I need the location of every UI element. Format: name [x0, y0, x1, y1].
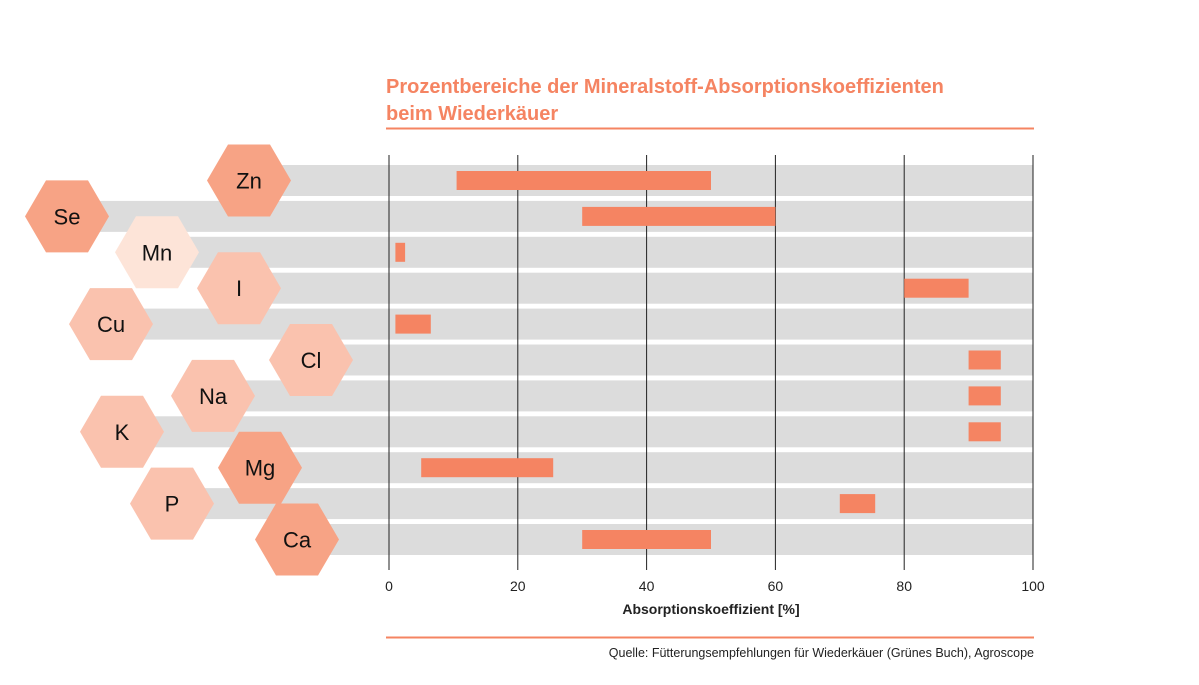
hexagon-shape — [269, 324, 353, 396]
hex-zn: Zn — [207, 144, 291, 217]
range-bar-ca — [582, 530, 711, 549]
element-hexagons: Zn Se Mn I Cu Cl Na K Mg P Ca — [25, 144, 353, 576]
range-bar-mg — [421, 458, 554, 478]
category-label: Mn — [142, 240, 173, 265]
range-bar-cu — [395, 314, 431, 334]
chart-title-line-1: Prozentbereiche der Mineralstoff-Absorpt… — [386, 76, 944, 98]
hex-na: Na — [171, 359, 255, 432]
hexagon-shape — [25, 180, 109, 253]
hex-i: I — [197, 252, 281, 325]
category-label: I — [236, 276, 242, 301]
range-bar-k — [968, 422, 1001, 442]
hex-mn: Mn — [115, 216, 199, 289]
x-tick-label: 0 — [385, 578, 393, 594]
hexagon-shape — [130, 467, 214, 540]
range-bar-na — [968, 386, 1001, 406]
range-bars — [395, 171, 1001, 549]
category-label: Se — [54, 204, 81, 229]
hexagon-shape — [80, 395, 164, 468]
category-label: Cu — [97, 312, 125, 337]
hexagon-shape — [197, 252, 281, 325]
category-label: Cl — [301, 348, 322, 373]
hex-se: Se — [25, 180, 109, 253]
hex-p: P — [130, 467, 214, 540]
x-tick-label: 60 — [768, 578, 784, 594]
range-bar-i — [904, 278, 969, 298]
hexagon-shape — [69, 288, 153, 361]
hexagon-shape — [255, 503, 339, 576]
hex-ca: Ca — [255, 503, 339, 576]
range-bar-se — [582, 206, 776, 226]
hex-cu: Cu — [69, 288, 153, 361]
hexagon-shape — [207, 144, 291, 217]
x-axis-label: Absorptionskoeffizient [%] — [622, 601, 799, 617]
category-label: Na — [199, 384, 228, 409]
row-band-cl — [311, 344, 1033, 376]
x-tick-label: 20 — [510, 578, 526, 594]
range-bar-mn — [395, 242, 406, 262]
hexagon-shape — [218, 431, 302, 504]
range-bar-zn — [456, 171, 711, 190]
row-band-mn — [157, 236, 1033, 268]
chart-title-line-2: beim Wiederkäuer — [386, 103, 558, 125]
row-band-i — [239, 272, 1033, 304]
hexagon-shape — [115, 216, 199, 289]
hex-mg: Mg — [218, 431, 302, 504]
hex-cl: Cl — [269, 324, 353, 396]
hexagon-shape — [171, 359, 255, 432]
range-bar-cl — [968, 350, 1001, 370]
x-tick-label: 80 — [896, 578, 912, 594]
category-label: P — [165, 492, 180, 517]
category-label: K — [115, 420, 130, 445]
x-tick-label: 40 — [639, 578, 655, 594]
x-tick-labels: 0 20 40 60 80 100 — [385, 578, 1045, 594]
row-band-se — [67, 200, 1033, 232]
range-bar-p — [839, 494, 876, 514]
category-label: Ca — [283, 528, 312, 553]
category-label: Mg — [245, 456, 276, 481]
source-note: Quelle: Fütterungsempfehlungen für Wiede… — [609, 646, 1034, 660]
row-band-na — [213, 380, 1033, 412]
hex-k: K — [80, 395, 164, 468]
x-tick-label: 100 — [1021, 578, 1045, 594]
category-label: Zn — [236, 169, 262, 194]
